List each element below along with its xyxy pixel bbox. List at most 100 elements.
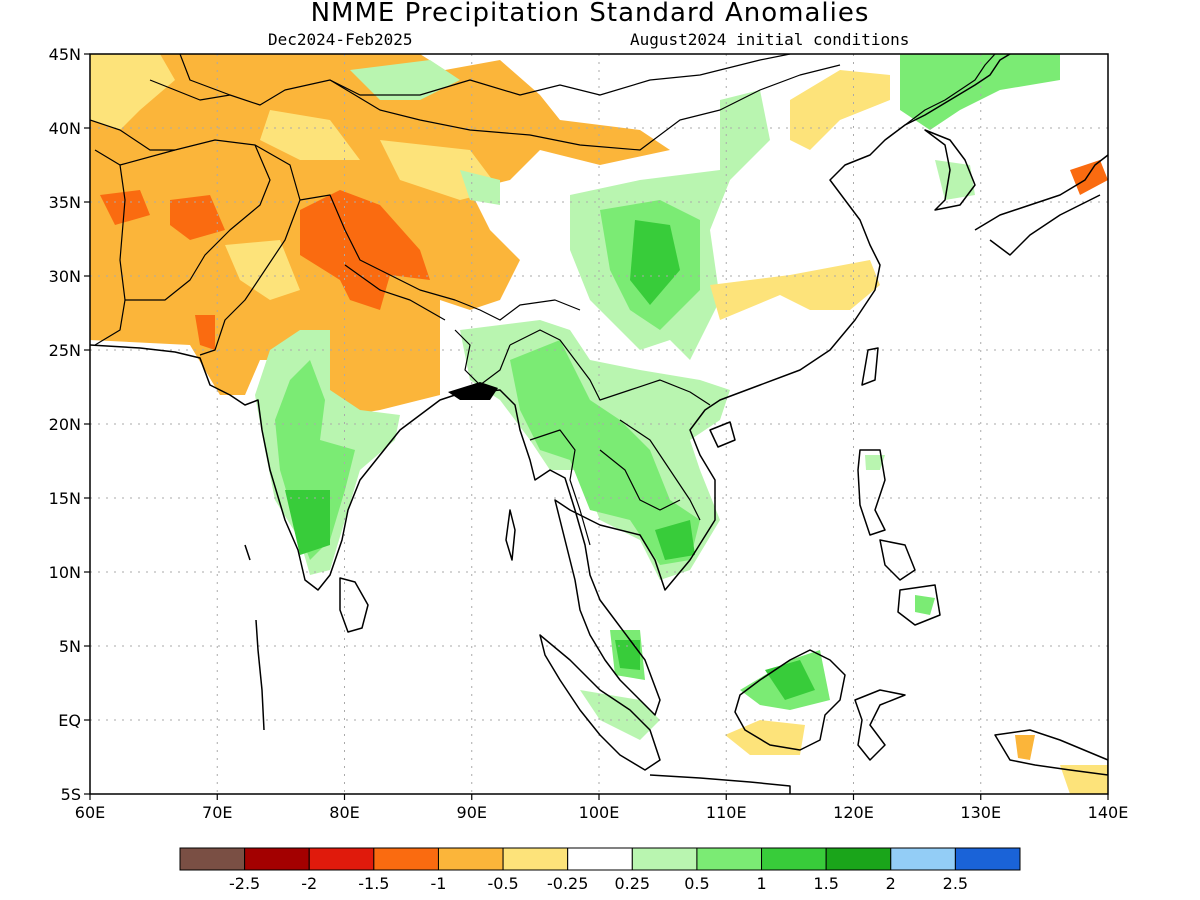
moist-luzon <box>865 455 885 470</box>
border-afghanistan-pakistan <box>119 139 271 301</box>
colorbar-swatch <box>890 847 956 871</box>
coastline-maldives <box>255 619 265 731</box>
forecast-period: Dec2024-Feb2025 <box>268 30 413 49</box>
colorbar-label: 1.5 <box>813 874 838 893</box>
lon-tick-label: 80E <box>329 803 359 822</box>
strong-dry-himalaya <box>300 190 430 310</box>
border-bangladesh <box>454 329 511 386</box>
colorbar-swatch <box>502 847 569 871</box>
colorbar-swatch <box>373 847 439 871</box>
colorbar-label: 2 <box>886 874 896 893</box>
colorbar-label: -2.5 <box>229 874 260 893</box>
moist-korea-south <box>935 160 975 200</box>
strong-dry-iran <box>170 195 225 240</box>
moist-region-china-max <box>630 220 680 305</box>
lon-tick-label: 70E <box>202 803 232 822</box>
dry-east-china <box>710 260 880 320</box>
coastline-mindanao <box>897 584 941 626</box>
lat-tick-label: 10N <box>49 563 81 582</box>
border-laos-vietnam <box>619 419 701 521</box>
lat-tick-label: 45N <box>49 45 81 64</box>
colorbar-label: -0.5 <box>487 874 518 893</box>
lat-tick-label: 30N <box>49 267 81 286</box>
coastline-asia <box>90 54 1011 716</box>
coastline-sumatra <box>539 634 661 771</box>
moist-indochina-core <box>510 340 700 565</box>
moist-india-max <box>285 490 330 555</box>
dry-north-china <box>790 70 890 150</box>
colorbar-swatch <box>244 847 310 871</box>
coastlines <box>90 54 1108 794</box>
lat-axis: 45N 40N 35N 30N 25N 20N 15N 10N 5N EQ 5S <box>49 45 90 804</box>
country-borders <box>90 54 996 546</box>
lat-tick-label: 5N <box>59 637 81 656</box>
lon-tick-label: 140E <box>1088 803 1129 822</box>
moist-sumatra <box>580 690 660 740</box>
lon-tick-label: 110E <box>706 803 747 822</box>
lon-tick-label: 100E <box>579 803 620 822</box>
moist-borneo-core <box>765 660 815 700</box>
lat-tick-label: 15N <box>49 489 81 508</box>
moist-korea <box>900 54 1060 130</box>
lat-tick-label: 5S <box>61 785 81 804</box>
colorbar-swatch <box>631 847 698 871</box>
gridlines <box>90 54 1108 794</box>
coastline-japan <box>974 154 1108 256</box>
colorbar-swatch <box>567 847 633 871</box>
lat-tick-label: EQ <box>58 711 81 730</box>
coastline-andaman <box>505 509 516 561</box>
border-myanmar-china <box>509 329 711 406</box>
map-title: NMME Precipitation Standard Anomalies <box>311 0 870 28</box>
lon-tick-label: 120E <box>833 803 874 822</box>
coastline-new-guinea <box>994 729 1108 776</box>
colorbar-swatch <box>954 847 1021 871</box>
lat-tick-label: 25N <box>49 341 81 360</box>
border-kazakh <box>179 54 231 96</box>
colorbar: -2.5 -2 -1.5 -1 -0.5 -0.25 0.25 0.5 1 1.5 2 2.5 <box>179 847 1021 893</box>
border-nepal-india <box>344 264 446 321</box>
colorbar-swatch <box>437 847 504 871</box>
colorbar-swatch <box>825 847 892 871</box>
lon-tick-label: 130E <box>960 803 1001 822</box>
map-area <box>90 54 1108 794</box>
colorbar-label: -2 <box>301 874 317 893</box>
colorbar-label: -0.25 <box>547 874 588 893</box>
lat-tick-label: 40N <box>49 119 81 138</box>
moderate-dry-central <box>225 240 300 300</box>
dry-java <box>725 720 805 755</box>
colorbar-label: 2.5 <box>943 874 968 893</box>
coastline-java <box>649 774 791 794</box>
moderate-dry-patch <box>90 54 175 130</box>
border-turkmen <box>90 119 175 151</box>
coastline-luzon <box>857 449 886 536</box>
colorbar-swatch <box>761 847 827 871</box>
ganges-delta <box>448 382 498 400</box>
border-himalaya <box>299 194 581 321</box>
coastline-borneo <box>734 649 846 751</box>
lon-axis: 60E 70E 80E 90E 100E 110E 120E 130E 140E <box>75 794 1129 822</box>
coastline-sulawesi <box>854 689 906 761</box>
coastline-lakshadweep <box>244 544 251 561</box>
lat-tick-label: 35N <box>49 193 81 212</box>
strong-dry-afghanistan <box>100 190 150 225</box>
border-pakistan-india <box>199 144 301 356</box>
moist-mindanao <box>915 595 935 615</box>
coastline-visayas <box>879 539 916 581</box>
coastline-korea <box>924 129 976 211</box>
lon-tick-label: 90E <box>457 803 487 822</box>
coastline-sri-lanka <box>339 577 369 633</box>
strong-dry-pakistan <box>195 315 215 350</box>
dry-new-guinea <box>1015 735 1035 760</box>
dry-japan <box>1070 160 1108 195</box>
border-mongolia-china <box>329 64 841 151</box>
lon-tick-label: 60E <box>75 803 105 822</box>
initial-conditions: August2024 initial conditions <box>630 30 909 49</box>
colorbar-swatch <box>308 847 375 871</box>
colorbar-swatch <box>179 847 246 871</box>
colorbar-label: -1 <box>430 874 446 893</box>
border-thailand-cambodia <box>599 449 681 511</box>
colorbar-swatch <box>696 847 763 871</box>
colorbar-label: 0.5 <box>684 874 709 893</box>
border-central-asia <box>149 54 791 106</box>
